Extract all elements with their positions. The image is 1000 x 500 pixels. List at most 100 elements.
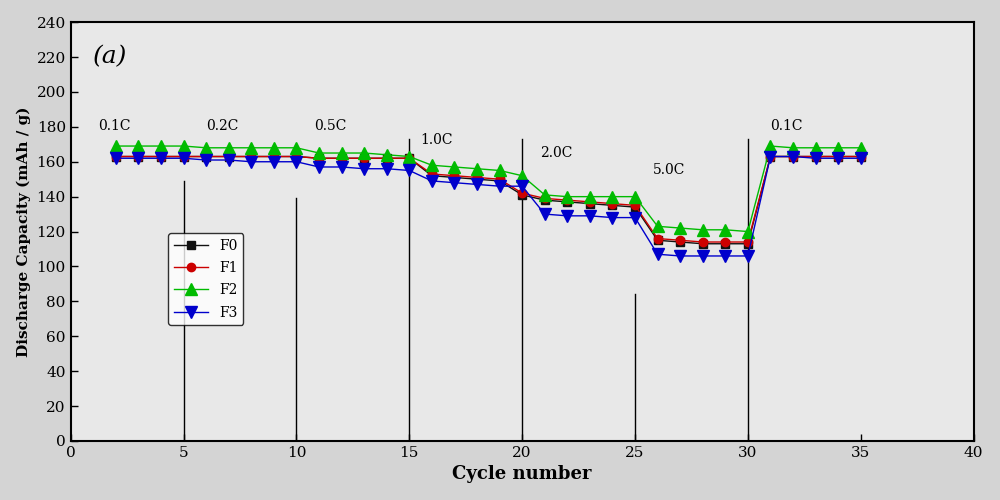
F3	[336, 164, 348, 170]
F2	[403, 154, 415, 160]
F0	[810, 154, 822, 160]
F1	[629, 202, 641, 208]
F3	[697, 253, 709, 259]
F0	[200, 154, 212, 160]
F0	[268, 154, 280, 160]
F2	[561, 194, 573, 200]
F2	[787, 145, 799, 151]
F1	[539, 196, 551, 202]
F3	[245, 159, 257, 165]
F2	[336, 150, 348, 156]
F2	[358, 150, 370, 156]
F0	[764, 154, 776, 160]
F0	[742, 241, 754, 247]
F1	[471, 174, 483, 180]
F3	[132, 156, 144, 162]
F1	[787, 154, 799, 160]
F0	[426, 172, 438, 178]
F3	[358, 166, 370, 172]
F0	[381, 156, 393, 162]
F0	[629, 204, 641, 210]
F0	[787, 154, 799, 160]
F1	[336, 156, 348, 162]
F0	[832, 154, 844, 160]
F3	[223, 157, 235, 163]
F1	[178, 154, 190, 160]
F2	[719, 227, 731, 233]
F3	[606, 214, 618, 220]
F3	[719, 253, 731, 259]
F3	[832, 156, 844, 162]
Text: 0.1C: 0.1C	[770, 120, 803, 134]
F3	[494, 183, 506, 189]
Text: 0.5C: 0.5C	[314, 120, 347, 134]
F1	[584, 199, 596, 205]
F1	[381, 156, 393, 162]
F2	[742, 228, 754, 234]
F1	[223, 154, 235, 160]
F3	[426, 178, 438, 184]
F3	[787, 154, 799, 160]
Text: (a): (a)	[93, 45, 128, 68]
F0	[494, 178, 506, 184]
F2	[810, 145, 822, 151]
F2	[178, 143, 190, 149]
F2	[223, 145, 235, 151]
F3	[629, 214, 641, 220]
F3	[200, 157, 212, 163]
F1	[810, 154, 822, 160]
Y-axis label: Discharge Capacity (mAh / g): Discharge Capacity (mAh / g)	[17, 106, 31, 357]
F1	[764, 154, 776, 160]
F3	[290, 159, 302, 165]
F3	[471, 182, 483, 188]
F0	[471, 176, 483, 182]
F3	[539, 211, 551, 217]
Line: F2: F2	[110, 140, 866, 237]
F3	[652, 251, 664, 257]
F1	[268, 154, 280, 160]
F0	[448, 174, 460, 180]
Text: 0.1C: 0.1C	[98, 120, 130, 134]
F1	[155, 154, 167, 160]
F3	[381, 166, 393, 172]
F0	[719, 241, 731, 247]
F1	[290, 154, 302, 160]
F0	[516, 192, 528, 198]
F3	[268, 159, 280, 165]
F3	[561, 213, 573, 219]
F1	[832, 154, 844, 160]
F1	[855, 154, 867, 160]
F2	[539, 192, 551, 198]
F1	[245, 154, 257, 160]
F0	[132, 154, 144, 160]
F2	[313, 150, 325, 156]
F0	[403, 156, 415, 162]
Line: F0: F0	[112, 152, 865, 248]
Line: F1: F1	[112, 152, 865, 246]
F0	[110, 154, 122, 160]
F1	[358, 156, 370, 162]
F0	[561, 199, 573, 205]
Text: 1.0C: 1.0C	[421, 134, 453, 147]
F0	[336, 156, 348, 162]
F0	[697, 241, 709, 247]
F2	[494, 168, 506, 173]
Line: F3: F3	[110, 151, 866, 262]
F0	[290, 154, 302, 160]
F0	[855, 154, 867, 160]
F1	[652, 236, 664, 242]
F2	[245, 145, 257, 151]
F1	[200, 154, 212, 160]
F0	[313, 156, 325, 162]
F2	[290, 145, 302, 151]
F2	[516, 172, 528, 178]
F3	[764, 154, 776, 160]
F1	[110, 154, 122, 160]
F0	[155, 154, 167, 160]
F3	[584, 213, 596, 219]
F2	[155, 143, 167, 149]
F1	[697, 239, 709, 245]
Legend: F0, F1, F2, F3: F0, F1, F2, F3	[168, 233, 243, 325]
F1	[494, 176, 506, 182]
F2	[471, 166, 483, 172]
